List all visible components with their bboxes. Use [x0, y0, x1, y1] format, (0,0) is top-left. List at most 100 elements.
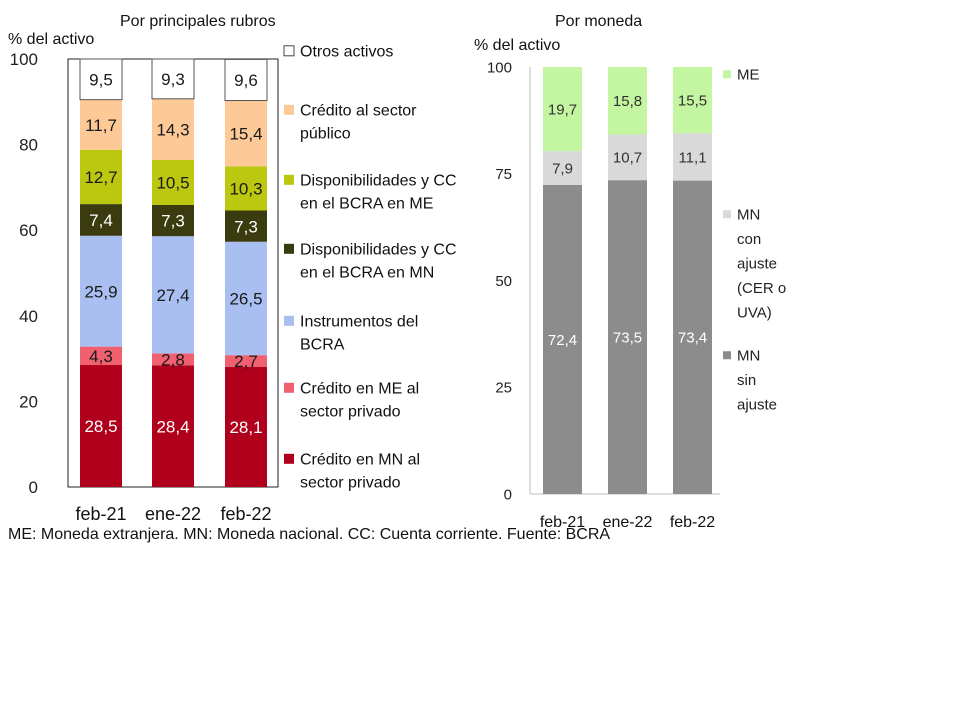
bar-segment	[152, 98, 194, 161]
bar-segment	[80, 99, 122, 150]
legend-label: Instrumentos del	[300, 313, 418, 330]
chart-footnote: ME: Moneda extranjera. MN: Moneda nacion…	[8, 526, 610, 543]
legend-swatch	[284, 174, 294, 185]
bar-segment	[543, 184, 582, 495]
data-label: 15,8	[613, 93, 642, 110]
chart-title: Por principales rubros	[120, 13, 276, 30]
data-label: 4,3	[89, 347, 113, 366]
bar-segment	[608, 180, 647, 494]
bar-segment	[152, 365, 194, 487]
x-tick-label: ene-22	[145, 504, 201, 524]
legend-label: Disponibilidades y CC	[300, 241, 457, 258]
bar-segment	[673, 180, 712, 494]
data-label: 11,1	[678, 149, 706, 166]
data-label: 7,3	[234, 217, 258, 236]
bar-segment	[79, 58, 123, 101]
legend-label: (CER o	[737, 280, 786, 297]
bar-segment	[225, 241, 267, 356]
data-label: 2,8	[161, 351, 185, 370]
legend-label: MN	[737, 348, 760, 365]
bar-segment	[673, 133, 712, 181]
data-label: 9,3	[161, 70, 185, 89]
data-label: 10,3	[229, 180, 262, 199]
bar-segment	[80, 204, 122, 236]
bar-segment	[152, 236, 194, 354]
y-tick-label: 0	[29, 478, 38, 497]
legend-label: sector privado	[300, 474, 401, 491]
legend-label: Crédito en ME al	[300, 380, 419, 397]
y-tick-label: 60	[19, 221, 38, 240]
legend-label: Crédito al sector	[300, 102, 417, 119]
bar-segment	[673, 67, 712, 134]
y-tick-label: 100	[10, 50, 38, 69]
y-axis-label: % del activo	[474, 37, 560, 54]
data-label: 14,3	[156, 121, 189, 140]
legend-swatch	[723, 351, 731, 360]
y-axis-label: % del activo	[8, 31, 94, 48]
x-tick-label: feb-21	[540, 514, 585, 531]
legend-label: público	[300, 125, 351, 142]
bar-segment	[152, 160, 194, 205]
legend-label: MN	[737, 207, 760, 224]
chart-title: Por moneda	[555, 13, 642, 30]
legend-label: ajuste	[737, 397, 777, 414]
bar-segment	[608, 134, 647, 181]
x-tick-label: feb-22	[220, 504, 271, 524]
bar-segment	[152, 353, 194, 366]
data-label: 11,7	[85, 116, 117, 135]
bar-segment	[80, 235, 122, 347]
legend-swatch	[284, 243, 294, 254]
bar-segment	[152, 204, 194, 237]
data-label: 25,9	[84, 282, 117, 301]
legend-label: Otros activos	[300, 43, 393, 60]
data-label: 7,3	[161, 212, 185, 231]
data-label: 9,6	[234, 71, 258, 90]
data-label: 10,5	[156, 174, 189, 193]
legend-label: UVA)	[737, 305, 772, 322]
bar-segment	[225, 366, 267, 487]
chart-by-category: Por principales rubros % del activo 0 20 40 6…	[8, 13, 457, 524]
legend-label: en el BCRA en ME	[300, 195, 433, 212]
chart-by-currency: Por moneda % del activo 0 25 50 75 100 72,4 7,9 1…	[474, 13, 786, 531]
x-tick-label: feb-22	[670, 514, 715, 531]
bar-segment	[543, 151, 582, 185]
data-label: 15,4	[229, 125, 262, 144]
legend-swatch	[284, 104, 294, 115]
data-label: 28,4	[156, 417, 189, 436]
legend-label: sin	[737, 372, 756, 389]
data-label: 7,9	[552, 160, 573, 177]
legend-label: Disponibilidades y CC	[300, 172, 457, 189]
legend-label: ajuste	[737, 256, 777, 273]
legend-swatch	[723, 70, 731, 79]
bar-segment	[608, 67, 647, 135]
legend-swatch	[284, 453, 294, 464]
y-tick-label: 25	[495, 380, 512, 397]
legend-label: ME	[737, 67, 760, 84]
bar-segment	[224, 58, 268, 102]
data-label: 27,4	[156, 286, 189, 305]
bar-segment	[225, 100, 267, 167]
data-label: 28,5	[84, 417, 117, 436]
legend-swatch	[284, 382, 294, 393]
bar-segment	[80, 149, 122, 205]
x-tick-label: feb-21	[75, 504, 126, 524]
x-tick-label: ene-22	[603, 514, 653, 531]
bar-segment	[225, 210, 267, 242]
data-label: 19,7	[548, 101, 577, 118]
y-tick-label: 75	[495, 166, 512, 183]
y-tick-label: 40	[19, 307, 38, 326]
bar-segment	[225, 355, 267, 367]
data-label: 7,4	[89, 211, 113, 230]
y-tick-label: 0	[504, 486, 512, 503]
data-label: 9,5	[89, 70, 113, 89]
bar-segment	[80, 346, 122, 366]
legend-label: Crédito en MN al	[300, 451, 420, 468]
bar-segment	[543, 67, 582, 152]
legend-swatch	[284, 315, 294, 326]
data-label: 73,5	[613, 329, 642, 346]
data-label: 72,4	[548, 332, 577, 349]
data-label: 73,4	[678, 330, 707, 347]
data-label: 10,7	[613, 150, 642, 167]
